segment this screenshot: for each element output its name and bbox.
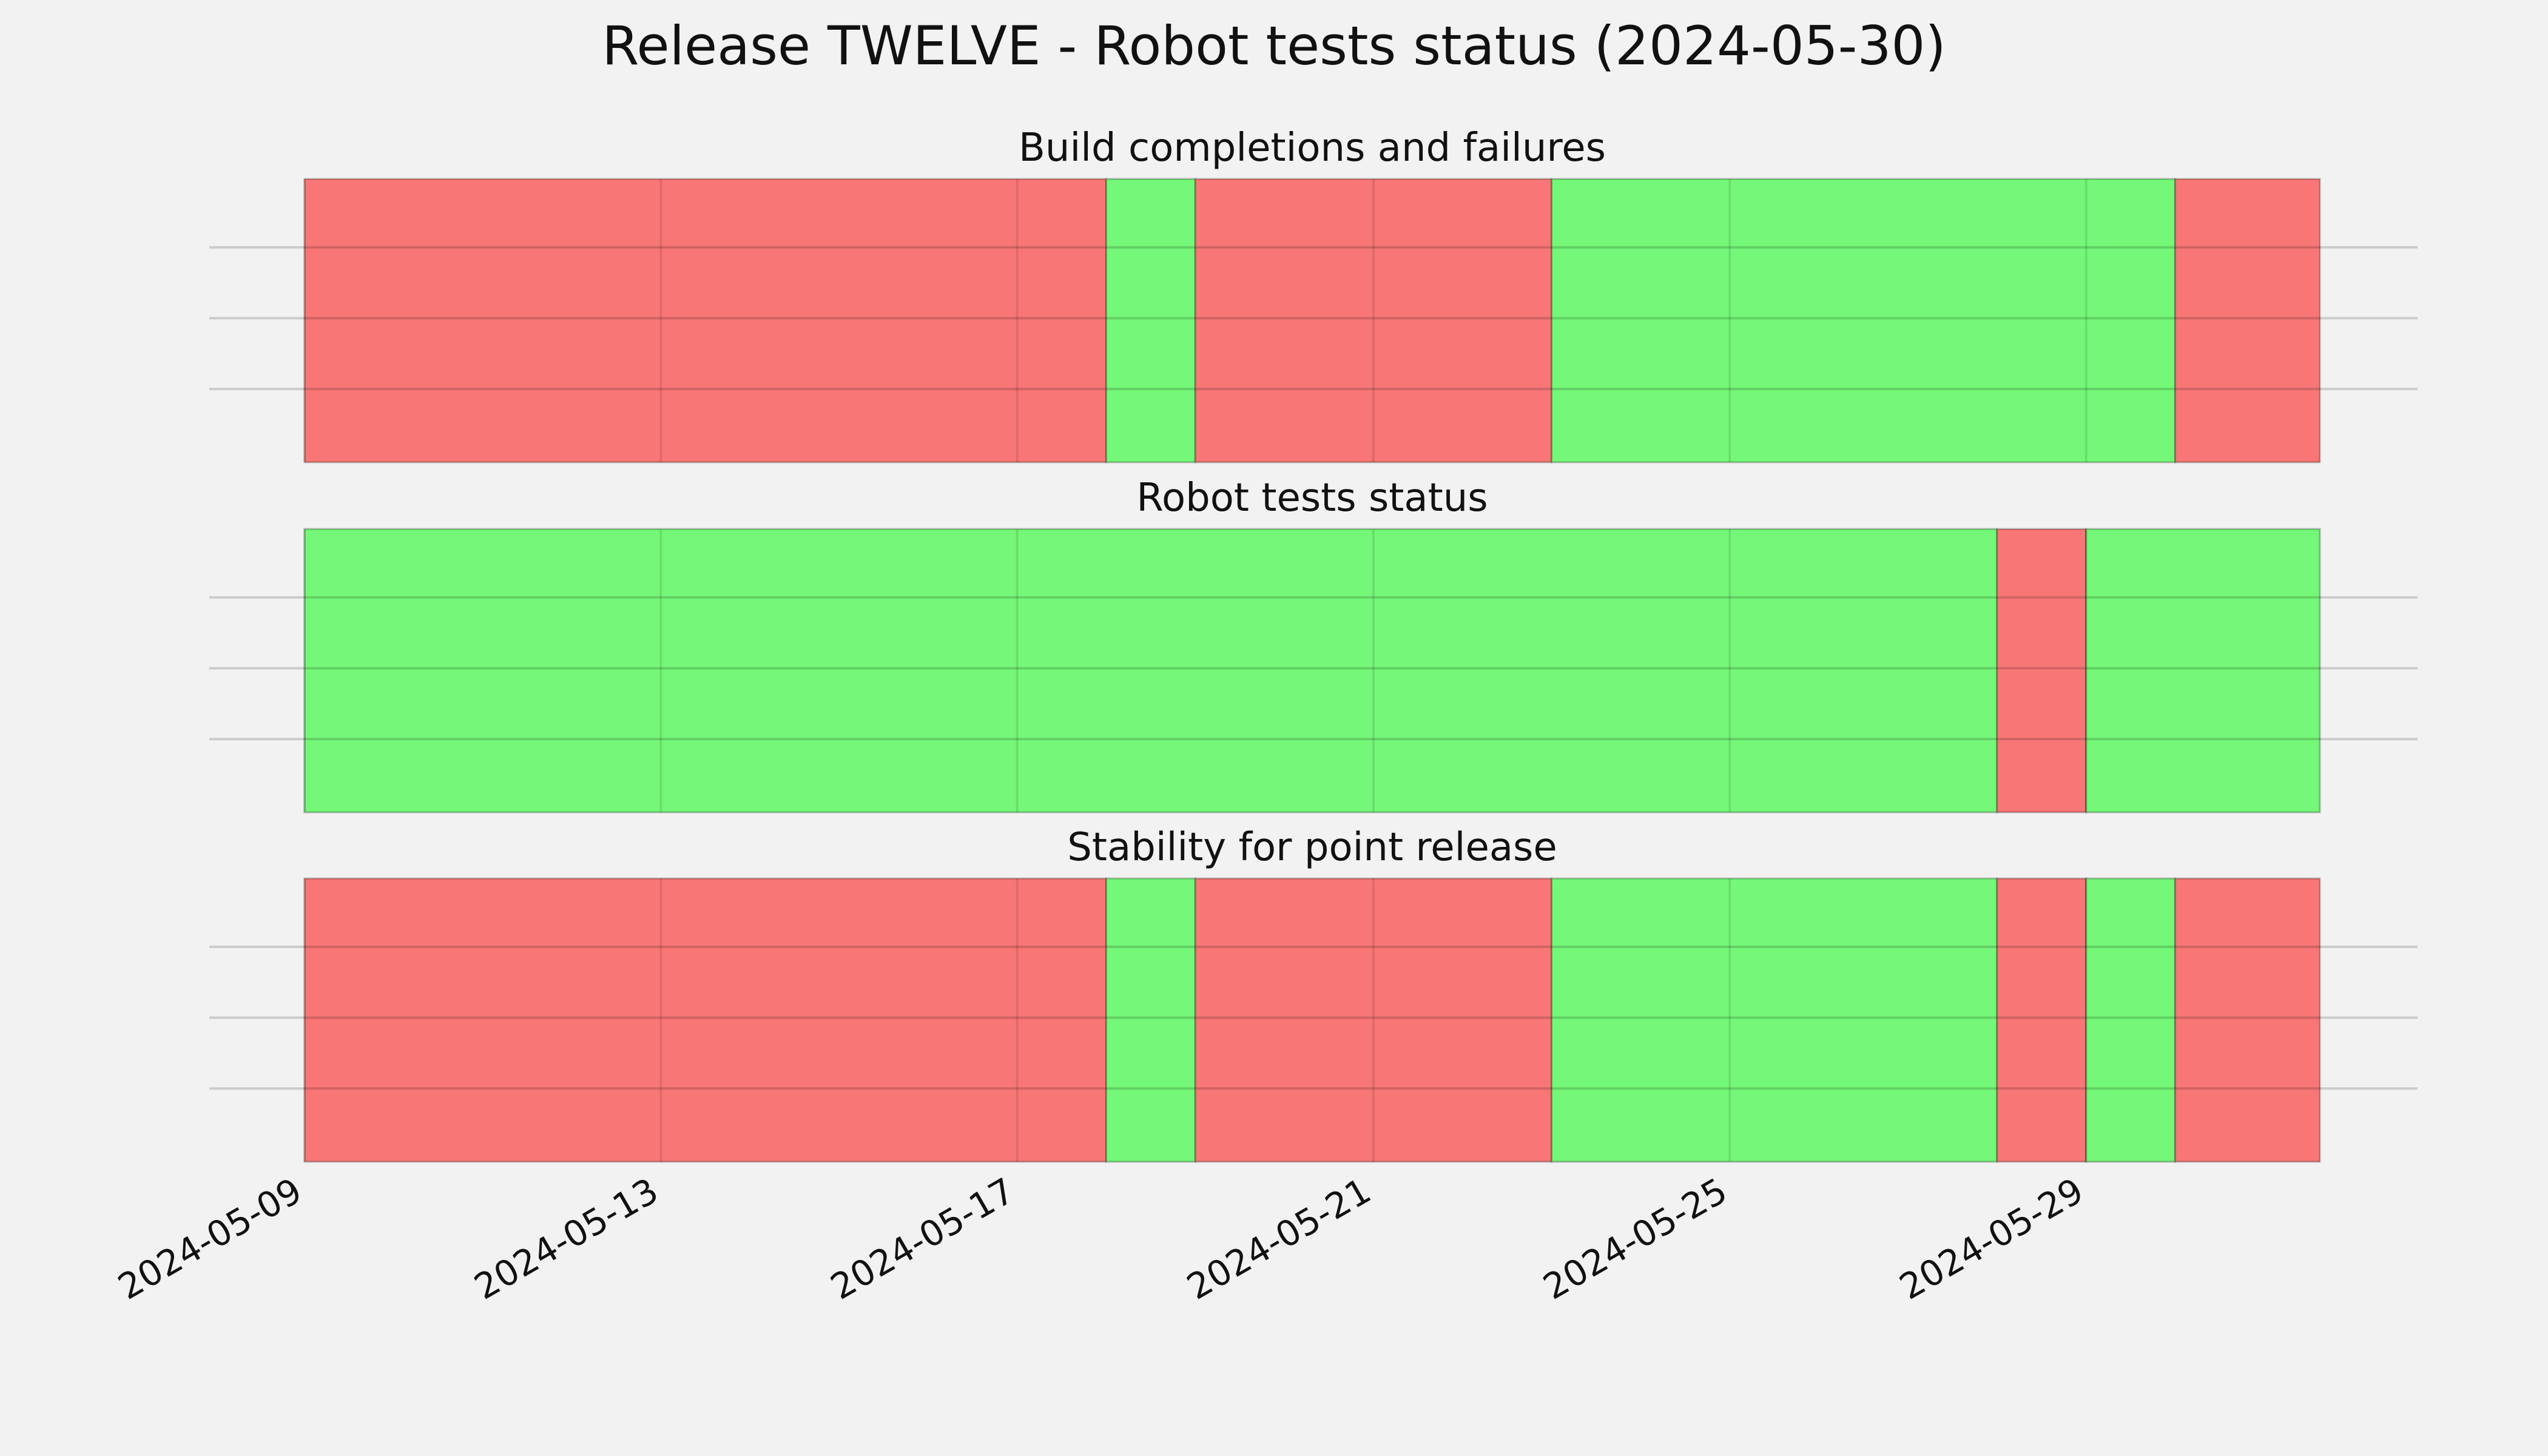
status-segment-fail: [1996, 528, 2088, 814]
status-segment-pass: [1105, 877, 1196, 1163]
x-axis: 2024-05-09 2024-05-13 2024-05-17 2024-05-21…: [111, 1170, 2090, 1307]
status-segment-pass: [1105, 178, 1196, 463]
status-segment-pass: [2085, 877, 2176, 1163]
x-tick-label: 2024-05-13: [467, 1170, 665, 1307]
status-segment-fail: [2174, 877, 2321, 1163]
status-segment-fail: [2174, 178, 2321, 463]
panel-2: Robot tests status: [209, 476, 2418, 814]
x-tick-label: 2024-05-17: [824, 1170, 1022, 1307]
panel-1: Build completions and failures: [209, 126, 2418, 463]
status-segment-pass: [303, 528, 1998, 814]
status-segment-fail: [1194, 178, 1553, 463]
status-segment-pass: [2085, 528, 2321, 814]
x-tick-label: 2024-05-25: [1536, 1170, 1734, 1307]
x-tick-label: 2024-05-09: [111, 1170, 309, 1307]
panel-3: Stability for point release: [209, 825, 2418, 1163]
status-segment-pass: [1551, 877, 1998, 1163]
panel-title: Build completions and failures: [1019, 126, 1606, 170]
status-segment-pass: [1551, 178, 2176, 463]
panel-title: Robot tests status: [1136, 476, 1488, 521]
status-segment-fail: [1194, 877, 1553, 1163]
status-segment-fail: [303, 877, 1107, 1163]
x-tick-label: 2024-05-29: [1893, 1170, 2091, 1307]
status-segment-fail: [303, 178, 1107, 463]
panel-title: Stability for point release: [1067, 825, 1557, 870]
x-tick-label: 2024-05-21: [1180, 1170, 1378, 1307]
chart-title: Release TWELVE - Robot tests status (202…: [602, 15, 1946, 77]
status-segment-fail: [1996, 877, 2088, 1163]
panels-layer: Build completions and failures Robot test…: [209, 126, 2418, 1163]
